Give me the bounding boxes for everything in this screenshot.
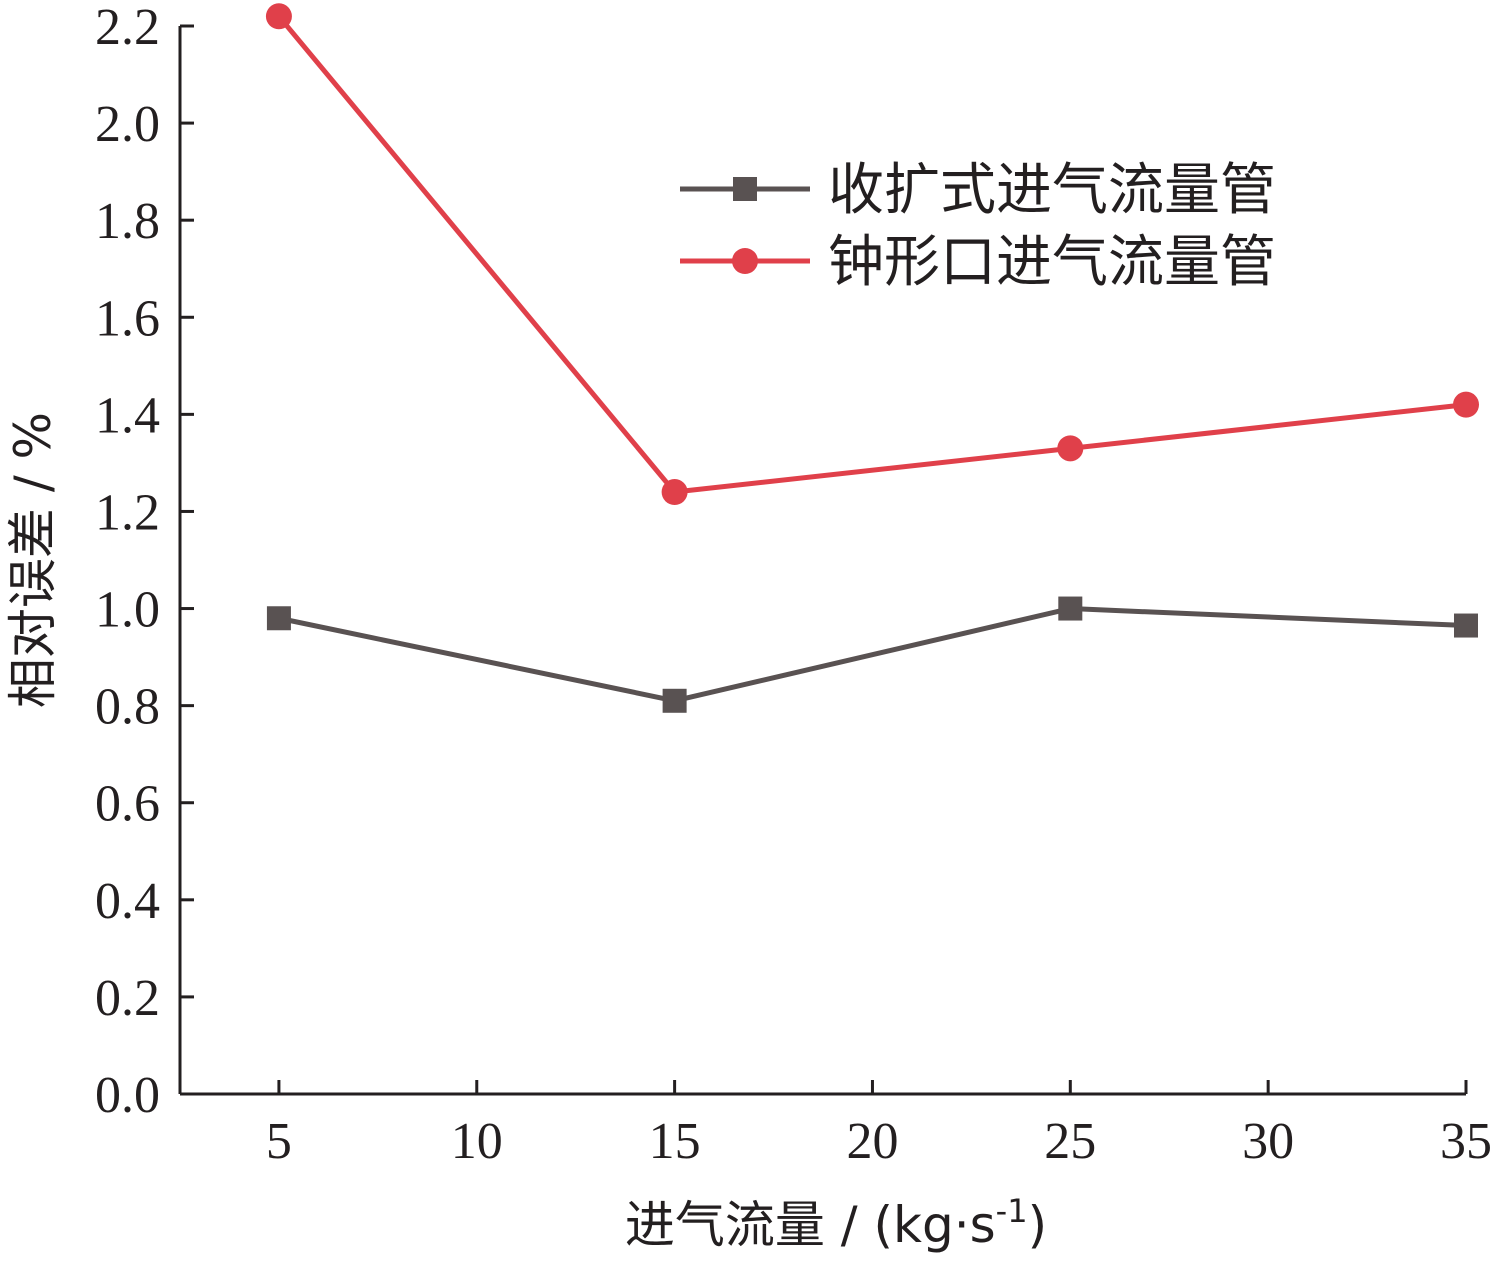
y-tick-label: 0.4 <box>95 873 160 930</box>
x-axis-title-close: ) <box>1028 1196 1048 1254</box>
data-point-circle <box>1057 435 1084 462</box>
data-point-circle <box>265 3 292 30</box>
y-axis-title: 相对误差 / % <box>4 412 62 708</box>
series-layer <box>265 3 1479 713</box>
data-point-circle <box>661 479 688 506</box>
legend-label: 钟形口进气流量管 <box>828 230 1276 295</box>
x-axis-title-superscript: -1 <box>996 1192 1028 1230</box>
legend-marker-square <box>733 177 757 201</box>
x-axis-title-main: 进气流量 / (kg·s <box>625 1196 996 1254</box>
y-tick-label: 2.2 <box>95 0 160 56</box>
series-line <box>277 14 1467 495</box>
y-tick-label: 1.8 <box>95 193 160 250</box>
x-tick-label: 25 <box>1044 1113 1096 1170</box>
series-line <box>278 606 1467 704</box>
y-tick-label: 0.6 <box>95 776 160 833</box>
y-tick-label: 1.2 <box>95 484 160 541</box>
series-1 <box>266 596 1478 713</box>
data-point-square <box>1058 596 1083 621</box>
y-tick-label: 1.6 <box>95 290 160 347</box>
data-point-circle <box>1453 391 1479 418</box>
y-tick-label: 1.0 <box>95 582 160 639</box>
x-tick-label: 20 <box>846 1113 898 1170</box>
series-2 <box>265 3 1479 506</box>
data-point-square <box>1454 613 1478 638</box>
y-tick-label: 0.8 <box>95 679 160 736</box>
y-tick-label: 1.4 <box>95 387 160 444</box>
legend-marker-circle <box>732 248 758 274</box>
x-tick-label: 30 <box>1242 1113 1294 1170</box>
legend-item-1: 收扩式进气流量管 <box>680 158 1276 223</box>
x-tick-label: 15 <box>649 1113 701 1170</box>
data-point-square <box>266 606 291 631</box>
y-tick-label: 0.0 <box>95 1067 160 1124</box>
x-tick-label: 5 <box>266 1113 292 1170</box>
legend-label: 收扩式进气流量管 <box>828 158 1276 223</box>
data-point-square <box>662 688 687 713</box>
x-tick-label: 10 <box>451 1113 503 1170</box>
y-tick-label: 0.2 <box>95 970 160 1027</box>
x-axis-title: 进气流量 / (kg·s-1) <box>625 1192 1047 1254</box>
legend-item-2: 钟形口进气流量管 <box>680 230 1276 295</box>
x-tick-label: 35 <box>1440 1113 1492 1170</box>
axes: 0.0 0.2 0.4 0.6 0.8 1.0 1.2 1.4 1.6 1.8 2.0 2.2 5 10 1… <box>95 0 1492 1170</box>
y-tick-label: 2.0 <box>95 96 160 153</box>
